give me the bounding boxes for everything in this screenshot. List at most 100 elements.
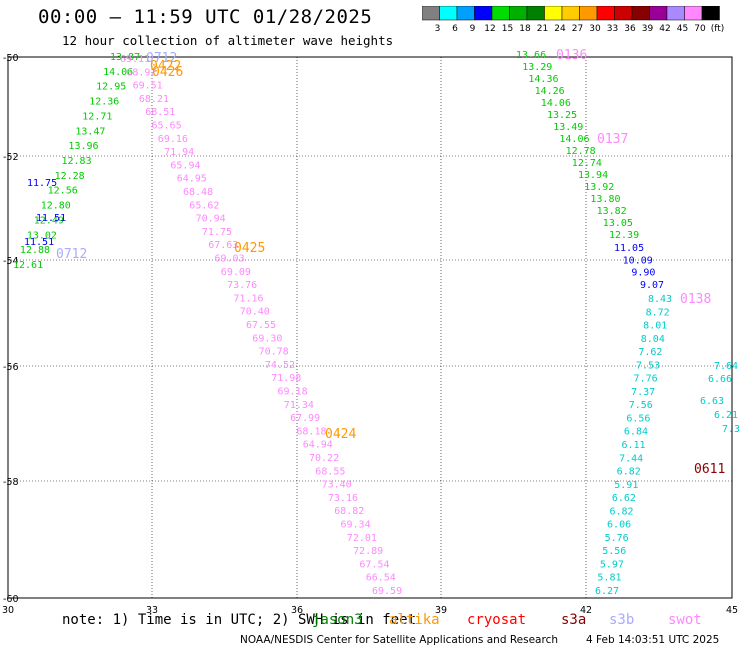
colorbar-tick-label: 42 [659,24,670,34]
wave-height-value: 13.29 [522,62,552,73]
colorbar-tick-label: 9 [470,24,476,34]
wave-height-value: 68.55 [315,466,345,477]
wave-height-value: 6.11 [622,440,646,451]
colorbar-tick-label: 30 [589,24,601,34]
wave-height-value: 11.51 [24,237,54,248]
wave-height-value: 70.78 [259,347,289,358]
wave-height-value: 13.94 [578,170,608,181]
wave-height-value: 72.01 [347,533,377,544]
wave-height-value: 9.07 [640,280,664,291]
page-subtitle: 12 hour collection of altimeter wave hei… [62,33,394,48]
wave-height-value: 7.62 [638,347,662,358]
wave-height-value: 13.02 [27,230,57,241]
wave-height-value: 10.09 [623,255,653,266]
wave-height-value: 7.76 [634,374,658,385]
wave-height-value: 12.74 [572,158,602,169]
colorbar-tick-label: 39 [642,24,654,34]
wave-height-value: 73.40 [322,480,352,491]
wave-height-value: 65.62 [189,200,219,211]
wave-height-value: 14.36 [528,74,558,85]
wave-height-value: 13.82 [597,206,627,217]
wave-height-value: 68.18 [296,426,326,437]
wave-height-value: 12.78 [566,146,596,157]
wave-height-value: 8.04 [641,334,665,345]
longitude-tick-label: 39 [435,605,447,616]
wave-height-value: 71.75 [202,227,232,238]
wave-height-value: 69.03 [215,254,245,265]
wave-height-value: 6.56 [626,413,650,424]
wave-height-value: 12.36 [89,97,119,108]
colorbar-swatch [701,6,720,21]
colorbar-tick-label: 45 [677,24,688,34]
wave-height-value: 13.25 [547,110,577,121]
legend-item-s3a: s3a [561,612,587,628]
legend-item-altika: altika [389,612,440,628]
latitude-tick-label: -60 [3,594,19,605]
wave-height-value: 8.01 [643,321,667,332]
wave-height-value: 12.56 [48,186,78,197]
units-note: note: 1) Time is in UTC; 2) SWH is in fe… [62,612,417,628]
wave-height-value: 5.97 [600,559,624,570]
wave-height-value: 5.76 [605,533,629,544]
wave-height-value: 5.91 [614,480,638,491]
wave-height-value: 7.64 [714,361,738,372]
legend-item-cryosat: cryosat [467,612,527,628]
latitude-tick-label: -52 [3,152,19,163]
colorbar-tick-label: 15 [502,24,513,34]
wave-height-value: 69.30 [252,333,282,344]
wave-height-value: 65.65 [152,121,182,132]
wave-height-value: 70.40 [240,307,270,318]
wave-height-value: 12.39 [609,230,639,241]
wave-height-value: 7.3 [722,424,740,435]
colorbar-tick-label: (ft) [711,24,725,34]
wave-height-value: 6.21 [714,410,738,421]
wave-height-value: 73.16 [328,493,358,504]
latitude-tick-label: -54 [3,256,19,267]
wave-height-value: 6.82 [617,467,641,478]
legend-item-jason3: jason3 [312,612,363,628]
wave-height-value: 67.63 [208,240,238,251]
wave-height-value: 13.49 [553,122,583,133]
colorbar-tick-label: 70 [694,24,706,34]
wave-height-value: 6.66 [708,374,732,385]
wave-height-value: 12.83 [62,156,92,167]
wave-height-value: 12.95 [96,82,126,93]
wave-height-value: 64.95 [177,174,207,185]
wave-height-value: 12.71 [82,111,112,122]
map-frame [7,56,733,599]
wave-height-value: 9.90 [631,268,655,279]
page-title: 00:00 – 11:59 UTC 01/28/2025 [38,6,373,28]
wave-height-value: 14.26 [535,86,565,97]
generated-timestamp: 4 Feb 14:03:51 UTC 2025 [586,634,720,646]
wave-height-value: 14.06 [103,67,133,78]
latitude-tick-label: -50 [3,53,19,64]
wave-height-value: 13.80 [590,194,620,205]
pass-time-label: 0425 [234,241,265,256]
wave-height-value: 5.56 [602,546,626,557]
wave-height-value: 7.37 [631,387,655,398]
wave-height-value: 14.06 [541,98,571,109]
wave-height-value: 68.21 [139,94,169,105]
wave-height-value: 13.47 [75,126,105,137]
wave-height-value: 73.76 [227,280,257,291]
wave-height-value: 71.98 [271,373,301,384]
wave-height-value: 13.96 [68,141,98,152]
wave-height-value: 13.87 [110,52,140,63]
wave-height-value: 71.34 [284,400,314,411]
pass-time-label: 0712 [56,247,87,262]
wave-height-value: 6.27 [595,586,619,597]
wave-height-value: 11.51 [36,213,66,224]
colorbar-tick-label: 24 [554,24,566,34]
wave-height-value: 70.94 [196,214,226,225]
wave-height-value: 71.16 [233,293,263,304]
wave-height-value: 69.59 [372,586,402,597]
colorbar-tick-label: 33 [607,24,618,34]
wave-height-value: 12.28 [55,171,85,182]
wave-height-value: 69.34 [341,520,371,531]
colorbar-tick-label: 6 [452,24,458,34]
longitude-tick-label: 30 [2,605,14,616]
wave-height-value: 69.51 [133,81,163,92]
wave-height-value: 13.92 [584,182,614,193]
wave-height-value: 12.61 [13,260,43,271]
